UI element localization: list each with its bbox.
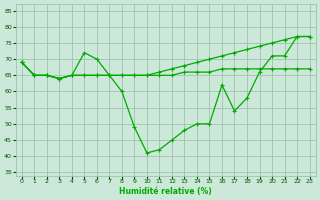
X-axis label: Humidité relative (%): Humidité relative (%) — [119, 187, 212, 196]
